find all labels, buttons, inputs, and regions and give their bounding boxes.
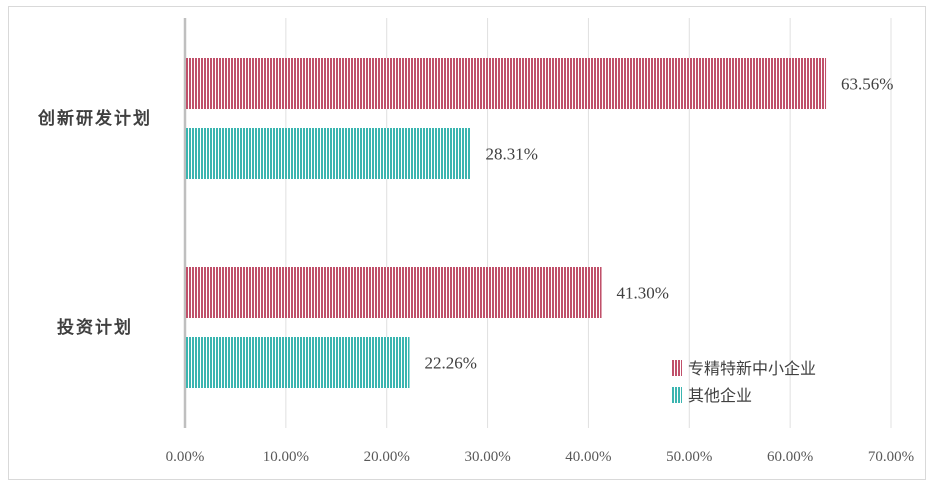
bars	[186, 58, 827, 388]
x-tick-label: 30.00%	[464, 449, 510, 465]
category-label: 创新研发计划	[37, 108, 152, 129]
bar-other-1	[186, 337, 410, 388]
x-tick-label: 40.00%	[565, 449, 611, 465]
legend-label: 专精特新中小企业	[688, 359, 816, 378]
x-tick-label: 70.00%	[868, 449, 914, 465]
x-tick-label: 0.00%	[166, 449, 205, 465]
legend-swatch	[672, 387, 682, 403]
x-tick-label: 20.00%	[364, 449, 410, 465]
data-label: 22.26%	[425, 354, 477, 373]
bar-zhuanjing-1	[186, 267, 602, 318]
x-tick-label: 60.00%	[767, 449, 813, 465]
x-tick-label: 50.00%	[666, 449, 712, 465]
data-label: 28.31%	[486, 145, 538, 164]
legend-swatch	[672, 360, 682, 376]
data-label: 41.30%	[617, 284, 669, 303]
legend-label: 其他企业	[688, 386, 752, 405]
data-labels: 63.56% 28.31% 41.30% 22.26%	[425, 75, 894, 373]
bar-zhuanjing-0	[186, 58, 827, 109]
x-tick-label: 10.00%	[263, 449, 309, 465]
category-label: 投资计划	[57, 317, 133, 338]
x-axis-ticks: 0.00% 10.00% 20.00% 30.00% 40.00% 50.00% 60.00…	[166, 449, 915, 465]
data-label: 63.56%	[841, 75, 893, 94]
bar-other-0	[186, 128, 471, 179]
